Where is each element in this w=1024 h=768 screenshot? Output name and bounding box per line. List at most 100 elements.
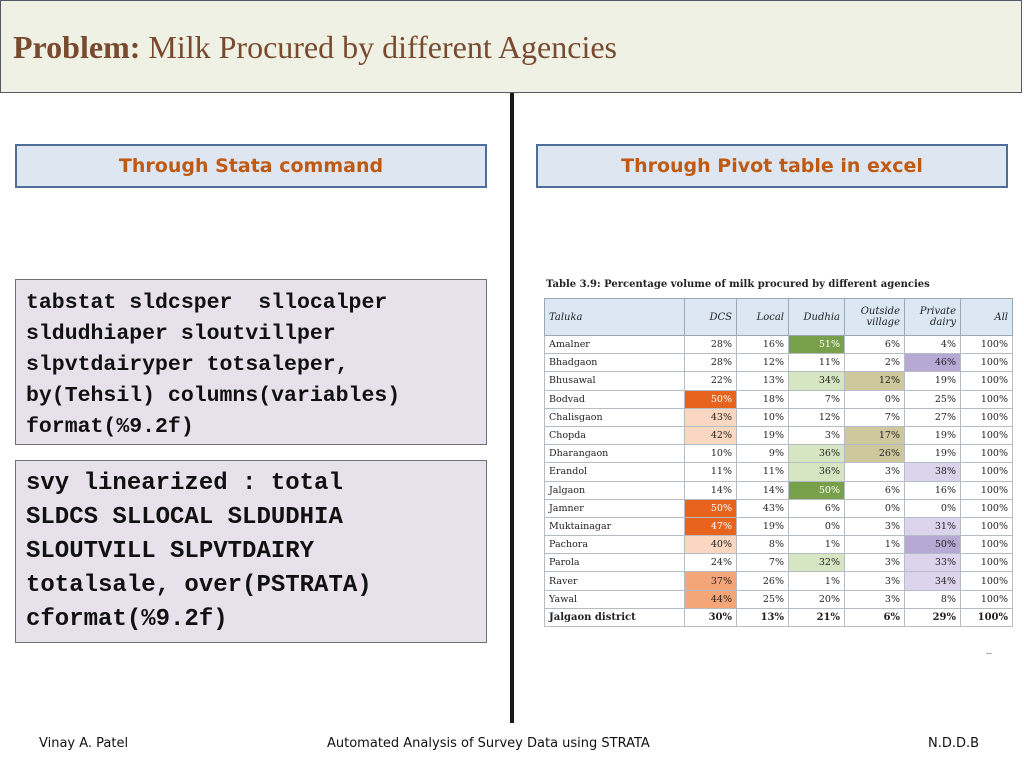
value-cell: 12% — [736, 353, 789, 373]
value-cell: 11% — [788, 353, 845, 373]
value-cell: 10% — [684, 444, 737, 464]
value-cell: 36% — [788, 444, 845, 464]
table-row: Bhusawal 22% 13% 34% 12% 19% 100% — [544, 371, 1013, 391]
value-cell: 100% — [960, 480, 1013, 500]
value-cell: 3% — [844, 589, 905, 609]
table-row: Jalgaon 14% 14% 50% 6% 16% 100% — [544, 480, 1013, 500]
taluka-cell: Dharangaon — [544, 444, 685, 464]
value-cell: 26% — [844, 444, 905, 464]
value-cell: 1% — [844, 535, 905, 555]
value-cell: 100% — [960, 498, 1013, 518]
value-cell: 24% — [684, 553, 737, 573]
taluka-cell: Chopda — [544, 425, 685, 446]
taluka-cell: Amalner — [544, 334, 685, 355]
vertical-divider — [510, 93, 514, 723]
table-row: Erandol 11% 11% 36% 3% 38% 100% — [544, 462, 1013, 482]
value-cell: 6% — [788, 498, 845, 518]
value-cell: 0% — [844, 389, 905, 409]
value-cell: 34% — [788, 371, 845, 391]
value-cell: 100% — [960, 407, 1013, 427]
pivot-table-image: Table 3.9: Percentage volume of milk pro… — [544, 276, 1014, 658]
value-cell: 10% — [736, 407, 789, 427]
value-cell: 27% — [904, 407, 961, 427]
value-cell: 37% — [684, 571, 737, 591]
value-cell: 3% — [844, 516, 905, 537]
value-cell: 43% — [684, 407, 737, 427]
value-cell: 100% — [960, 462, 1013, 482]
value-cell: 8% — [904, 589, 961, 609]
footer-author: Vinay A. Patel — [39, 736, 129, 751]
table-row: Chalisgaon 43% 10% 12% 7% 27% 100% — [544, 407, 1013, 427]
total-value-cell: 30% — [684, 607, 737, 628]
table-row: Pachora 40% 8% 1% 1% 50% 100% — [544, 535, 1013, 555]
taluka-cell: Jamner — [544, 498, 685, 518]
value-cell: 17% — [844, 425, 905, 446]
value-cell: 36% — [788, 462, 845, 482]
page-number-fragment: -- — [986, 648, 992, 658]
taluka-cell: Raver — [544, 571, 685, 591]
column-header-taluka: Taluka — [544, 298, 685, 336]
value-cell: 12% — [844, 371, 905, 391]
value-cell: 100% — [960, 589, 1013, 609]
value-cell: 50% — [684, 498, 737, 518]
taluka-cell: Jalgaon — [544, 480, 685, 500]
title-bar: Problem: Milk Procured by different Agen… — [0, 0, 1022, 93]
table-row: Parola 24% 7% 32% 3% 33% 100% — [544, 553, 1013, 573]
value-cell: 100% — [960, 425, 1013, 446]
value-cell: 25% — [904, 389, 961, 409]
value-cell: 0% — [788, 516, 845, 537]
table-row: Chopda 42% 19% 3% 17% 19% 100% — [544, 425, 1013, 446]
value-cell: 0% — [844, 498, 905, 518]
column-header-outside-village: Outside village — [844, 298, 905, 336]
value-cell: 26% — [736, 571, 789, 591]
value-cell: 3% — [844, 462, 905, 482]
value-cell: 12% — [788, 407, 845, 427]
value-cell: 18% — [736, 389, 789, 409]
column-header-dudhia: Dudhia — [788, 298, 845, 336]
value-cell: 19% — [904, 444, 961, 464]
taluka-cell: Chalisgaon — [544, 407, 685, 427]
column-header-private-dairy: Private dairy — [904, 298, 961, 336]
value-cell: 44% — [684, 589, 737, 609]
total-value-cell: 100% — [960, 607, 1013, 628]
value-cell: 25% — [736, 589, 789, 609]
table-caption: Table 3.9: Percentage volume of milk pro… — [546, 279, 930, 290]
stata-header: Through Stata command — [15, 144, 487, 188]
tabstat-code-box: tabstat sldcsper sllocalper sldudhiaper … — [15, 279, 487, 445]
value-cell: 50% — [684, 389, 737, 409]
value-cell: 43% — [736, 498, 789, 518]
value-cell: 100% — [960, 571, 1013, 591]
pivot-header: Through Pivot table in excel — [536, 144, 1008, 188]
taluka-cell: Parola — [544, 553, 685, 573]
value-cell: 32% — [788, 553, 845, 573]
value-cell: 0% — [904, 498, 961, 518]
title-rest: Milk Procured by different Agencies — [140, 29, 617, 65]
value-cell: 13% — [736, 371, 789, 391]
table-row: Bhadgaon 28% 12% 11% 2% 46% 100% — [544, 353, 1013, 373]
value-cell: 22% — [684, 371, 737, 391]
value-cell: 11% — [736, 462, 789, 482]
value-cell: 7% — [788, 389, 845, 409]
table-total-row: Jalgaon district 30% 13% 21% 6% 29% 100% — [544, 607, 1013, 628]
value-cell: 2% — [844, 353, 905, 373]
taluka-cell: Bodvad — [544, 389, 685, 409]
table-row: Amalner 28% 16% 51% 6% 4% 100% — [544, 334, 1013, 355]
value-cell: 31% — [904, 516, 961, 537]
value-cell: 47% — [684, 516, 737, 537]
title-bold: Problem: — [13, 29, 141, 65]
table-row: Dharangaon 10% 9% 36% 26% 19% 100% — [544, 444, 1013, 464]
value-cell: 100% — [960, 334, 1013, 355]
table-header-row: Taluka DCS Local Dudhia Outside village Priva… — [544, 298, 1013, 336]
column-header-dcs: DCS — [684, 298, 737, 336]
value-cell: 11% — [684, 462, 737, 482]
total-label-cell: Jalgaon district — [544, 607, 685, 628]
value-cell: 3% — [788, 425, 845, 446]
value-cell: 100% — [960, 553, 1013, 573]
value-cell: 100% — [960, 371, 1013, 391]
value-cell: 16% — [904, 480, 961, 500]
value-cell: 50% — [904, 535, 961, 555]
taluka-cell: Yawal — [544, 589, 685, 609]
table-row: Jamner 50% 43% 6% 0% 0% 100% — [544, 498, 1013, 518]
value-cell: 19% — [736, 516, 789, 537]
value-cell: 38% — [904, 462, 961, 482]
